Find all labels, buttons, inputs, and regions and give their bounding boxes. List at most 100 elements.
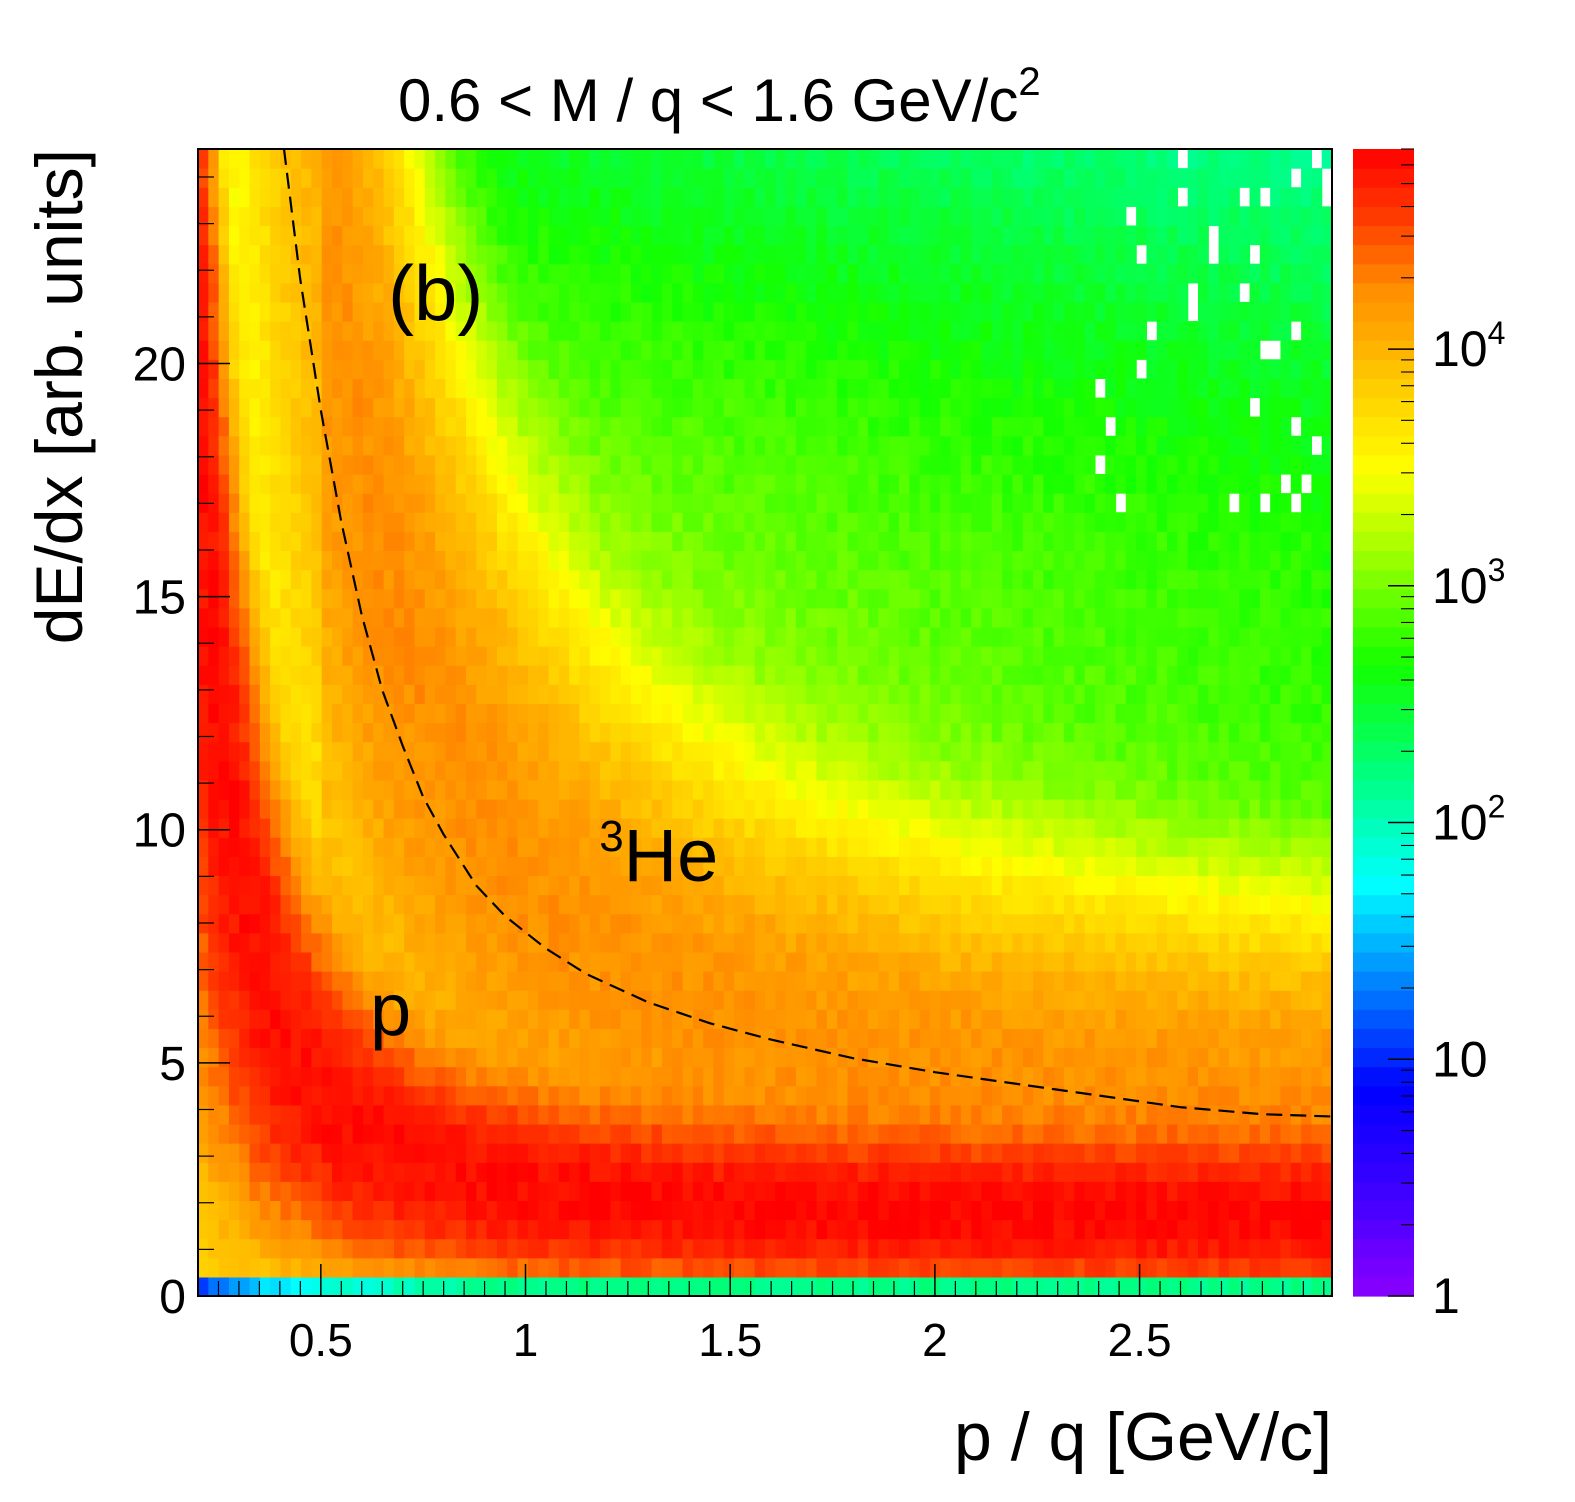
heatmap-cell <box>1012 435 1024 456</box>
heatmap-cell <box>311 512 323 532</box>
heatmap-cell <box>486 741 498 762</box>
heatmap-cell <box>682 741 694 762</box>
heatmap-cell <box>249 1143 261 1163</box>
heatmap-cell <box>435 684 447 704</box>
heatmap-cell <box>218 646 230 666</box>
heatmap-cell <box>435 416 447 437</box>
heatmap-cell <box>496 340 508 360</box>
heatmap-cell <box>661 760 673 781</box>
heatmap-cell <box>785 416 797 437</box>
heatmap-cell <box>383 607 395 628</box>
heatmap-cell <box>301 1276 312 1296</box>
heatmap-cell <box>837 1276 849 1296</box>
heatmap-cell <box>991 990 1003 1010</box>
heatmap-cell <box>682 1238 694 1259</box>
heatmap-cell <box>1033 818 1044 838</box>
heatmap-cell <box>352 818 364 838</box>
heatmap-cell <box>692 798 704 819</box>
heatmap-cell <box>641 206 653 227</box>
heatmap-cell <box>404 1104 416 1125</box>
heatmap-cell <box>527 206 539 227</box>
heatmap-cell <box>218 798 230 819</box>
heatmap-cell <box>321 359 333 379</box>
heatmap-cell <box>909 913 921 934</box>
heatmap-cell <box>311 646 323 666</box>
heatmap-cell <box>826 321 838 341</box>
heatmap-cell <box>362 951 374 972</box>
heatmap-cell <box>826 493 838 513</box>
heatmap-cell <box>569 626 581 647</box>
heatmap-cell <box>393 416 405 437</box>
heatmap-cell <box>857 454 869 475</box>
heatmap-cell <box>857 932 869 953</box>
heatmap-cell <box>837 818 849 838</box>
heatmap-cell <box>270 971 282 991</box>
heatmap-cell <box>981 1143 993 1163</box>
heatmap-cell <box>579 703 591 724</box>
heatmap-cell <box>713 206 725 227</box>
heatmap-cell <box>754 531 766 552</box>
heatmap-cell <box>661 282 673 303</box>
heatmap-cell <box>1022 416 1034 437</box>
heatmap-cell <box>208 550 220 571</box>
heatmap-cell <box>414 359 426 379</box>
heatmap-cell <box>899 779 910 800</box>
heatmap-cell <box>785 818 797 838</box>
heatmap-cell <box>228 378 240 399</box>
heatmap-cell <box>940 837 952 857</box>
heatmap-cell <box>548 149 560 169</box>
heatmap-cell <box>517 512 529 532</box>
heatmap-cell <box>971 512 983 532</box>
heatmap-cell <box>630 550 642 571</box>
heatmap-cell <box>909 798 921 819</box>
heatmap-cell <box>342 837 354 857</box>
heatmap-cell <box>940 1085 952 1106</box>
heatmap-cell <box>816 149 828 169</box>
heatmap-cell <box>661 225 673 246</box>
heatmap-cell <box>466 206 477 227</box>
heatmap-cell <box>466 665 477 685</box>
heatmap-cell <box>620 435 632 456</box>
heatmap-cell <box>496 1047 508 1068</box>
heatmap-cell <box>496 951 508 972</box>
heatmap-cell <box>909 531 921 552</box>
heatmap-cell <box>383 282 395 303</box>
heatmap-cell <box>414 818 426 838</box>
heatmap-cell <box>692 397 704 418</box>
heatmap-cell <box>950 1047 962 1068</box>
heatmap-cell <box>878 818 890 838</box>
heatmap-cell <box>538 263 550 284</box>
heatmap-cell <box>218 340 230 360</box>
heatmap-cell <box>919 206 931 227</box>
heatmap-cell <box>435 760 447 781</box>
heatmap-cell <box>1053 1143 1065 1163</box>
heatmap-cell <box>1033 244 1044 265</box>
heatmap-cell <box>311 1181 323 1202</box>
heatmap-cell <box>826 1123 838 1144</box>
heatmap-cell <box>991 665 1003 685</box>
heatmap-cell <box>919 1162 931 1182</box>
heatmap-cell <box>290 1257 302 1278</box>
heatmap-cell <box>816 779 828 800</box>
heatmap-cell <box>517 225 529 246</box>
heatmap-cell <box>661 569 673 590</box>
heatmap-cell <box>352 856 364 877</box>
heatmap-cell <box>734 282 745 303</box>
heatmap-cell <box>620 473 632 494</box>
heatmap-cell <box>1022 550 1034 571</box>
heatmap-cell <box>847 990 859 1010</box>
heatmap-cell <box>630 951 642 972</box>
heatmap-cell <box>672 1066 684 1087</box>
heatmap-cell <box>826 990 838 1010</box>
heatmap-cell <box>899 263 910 284</box>
heatmap-cell <box>249 550 261 571</box>
heatmap-cell <box>661 856 673 877</box>
heatmap-cell <box>775 798 787 819</box>
heatmap-cell <box>610 1028 622 1049</box>
heatmap-cell <box>971 894 983 915</box>
heatmap-cell <box>610 875 622 896</box>
heatmap-cell <box>270 913 282 934</box>
heatmap-cell <box>765 1276 776 1296</box>
heatmap-cell <box>744 1009 756 1029</box>
heatmap-cell <box>950 397 962 418</box>
